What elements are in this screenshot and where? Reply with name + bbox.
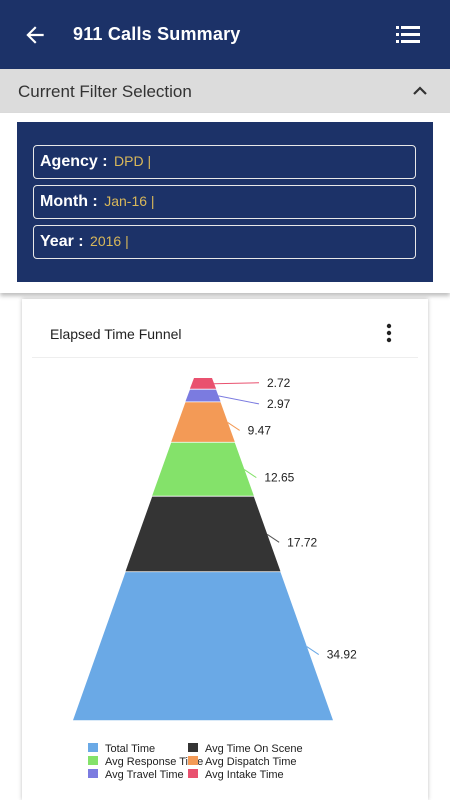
data-label-avg-dispatch-time: 9.47 [248,423,272,437]
leader-line-avg-time-on-scene [266,533,280,543]
card-divider [32,357,418,358]
legend-swatch [188,756,198,765]
legend-item-avg-travel-time[interactable]: Avg Travel Time [88,769,184,781]
data-label-avg-response-time: 12.65 [264,471,294,485]
legend-item-avg-dispatch-time[interactable]: Avg Dispatch Time [188,756,297,768]
legend-item-avg-intake-time[interactable]: Avg Intake Time [188,769,284,781]
filter-box: Agency : DPD | Month : Jan-16 | Year : 2… [17,122,433,282]
agency-key: Agency : [40,153,108,170]
funnel-segment-avg-response-time[interactable] [152,442,254,496]
legend-swatch [88,756,98,765]
filter-header[interactable]: Current Filter Selection [0,69,450,113]
legend-label: Avg Time On Scene [205,743,303,755]
agency-filter-label: Agency : DPD | [40,153,151,171]
funnel-segment-avg-intake-time[interactable] [189,378,217,389]
month-filter[interactable]: Month : Jan-16 | [33,185,416,219]
funnel-segment-avg-dispatch-time[interactable] [171,402,235,442]
legend-swatch [188,769,198,778]
app-bar: 911 Calls Summary [0,0,450,69]
funnel-segment-avg-travel-time[interactable] [185,389,221,402]
filter-panel: Agency : DPD | Month : Jan-16 | Year : 2… [0,113,450,293]
filter-header-label: Current Filter Selection [18,82,192,101]
year-key: Year : [40,233,84,250]
legend-label: Avg Travel Time [105,769,184,781]
page-title: 911 Calls Summary [73,24,241,44]
chevron-up-icon[interactable] [412,83,428,97]
leader-line-avg-intake-time [214,382,260,385]
agency-value: DPD | [114,153,152,169]
legend-item-avg-time-on-scene[interactable]: Avg Time On Scene [188,743,303,755]
legend-swatch [88,769,98,778]
leader-line-avg-travel-time [218,395,260,405]
leader-line-avg-dispatch-time [227,422,240,431]
more-vertical-icon[interactable] [386,323,392,343]
legend-item-total-time[interactable]: Total Time [88,743,155,755]
legend-item-avg-response-time[interactable]: Avg Response Time [88,756,203,768]
data-label-avg-time-on-scene: 17.72 [287,535,317,549]
legend-label: Total Time [105,743,155,755]
legend-swatch [188,743,198,752]
year-filter[interactable]: Year : 2016 | [33,225,416,259]
year-filter-label: Year : 2016 | [40,233,129,251]
list-icon[interactable] [396,24,420,46]
legend-swatch [88,743,98,752]
data-label-avg-travel-time: 2.97 [267,397,291,411]
data-label-avg-intake-time: 2.72 [267,376,291,390]
year-value: 2016 | [90,233,129,249]
month-value: Jan-16 | [104,193,155,209]
funnel-segment-total-time[interactable] [73,572,333,721]
funnel-segment-avg-time-on-scene[interactable] [125,496,281,572]
month-filter-label: Month : Jan-16 | [40,193,155,211]
agency-filter[interactable]: Agency : DPD | [33,145,416,179]
leader-line-total-time [306,646,320,655]
legend-label: Avg Dispatch Time [205,756,297,768]
month-key: Month : [40,193,98,210]
arrow-back-icon[interactable] [22,22,48,48]
legend-label: Avg Response Time [105,756,203,768]
leader-line-avg-response-time [244,469,257,479]
data-label-total-time: 34.92 [327,648,357,662]
chart-title: Elapsed Time Funnel [50,326,182,342]
legend-label: Avg Intake Time [205,769,284,781]
chart-card: Elapsed Time Funnel 2.72 2.97 9.47 12.65 17.… [22,299,428,800]
